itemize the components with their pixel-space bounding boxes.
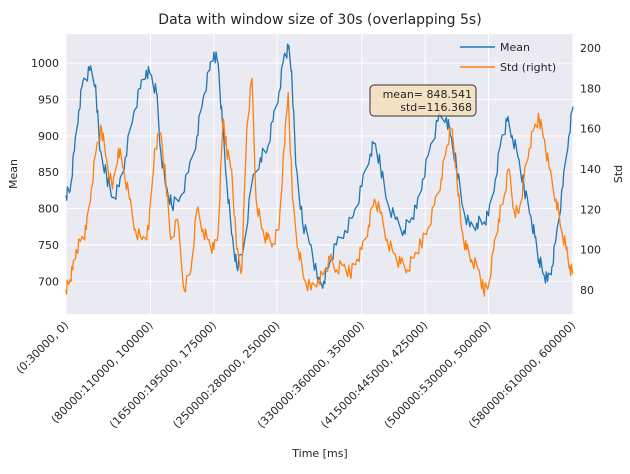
- x-tick-label: (165000:195000, 175000): [107, 319, 219, 431]
- grid: [65, 34, 574, 314]
- x-tick-label: (80000:110000, 100000): [49, 319, 156, 426]
- y-left-tick-label: 1000: [31, 57, 59, 70]
- y-right-tick-label: 160: [580, 123, 601, 136]
- y-left-tick-label: 800: [38, 203, 59, 216]
- stats-annotation: mean= 848.541 std=116.368: [369, 84, 477, 117]
- y-left-tick-label: 900: [38, 130, 59, 143]
- chart-title: Data with window size of 30s (overlappin…: [158, 12, 481, 28]
- y-left-tick-label: 950: [38, 93, 59, 106]
- x-tick-label: (415000:445000, 425000): [318, 319, 430, 431]
- legend-mean-label: Mean: [500, 41, 530, 54]
- x-tick-label: (0:30000, 0): [14, 319, 71, 376]
- annotation-std: std=116.368: [400, 101, 472, 114]
- y-axis-left-ticks: 700 750 800 850 900 950 1000: [31, 57, 59, 288]
- annotation-box: [369, 84, 477, 117]
- mean-series: [65, 43, 574, 289]
- y-left-tick-label: 850: [38, 166, 59, 179]
- y-right-tick-label: 140: [580, 163, 601, 176]
- y-axis-right-ticks: 80 100 120 140 160 180 200: [580, 42, 601, 297]
- x-axis-ticks: (0:30000, 0)(80000:110000, 100000)(16500…: [14, 319, 578, 431]
- mean-line: [65, 43, 574, 289]
- y-right-tick-label: 180: [580, 82, 601, 95]
- y-left-tick-label: 700: [38, 275, 59, 288]
- std-line: [65, 77, 574, 297]
- annotation-mean: mean= 848.541: [383, 88, 472, 101]
- x-axis-label: Time [ms]: [291, 447, 347, 460]
- y-right-tick-label: 120: [580, 203, 601, 216]
- std-series: [65, 77, 574, 297]
- y-right-tick-label: 80: [580, 284, 594, 297]
- y-right-tick-label: 200: [580, 42, 601, 55]
- y-right-tick-label: 100: [580, 244, 601, 257]
- y-axis-left-label: Mean: [7, 159, 20, 189]
- legend-std-label: Std (right): [500, 61, 556, 74]
- legend: Mean Std (right): [460, 41, 556, 74]
- y-left-tick-label: 750: [38, 239, 59, 252]
- y-axis-right-label: Std: [612, 165, 625, 183]
